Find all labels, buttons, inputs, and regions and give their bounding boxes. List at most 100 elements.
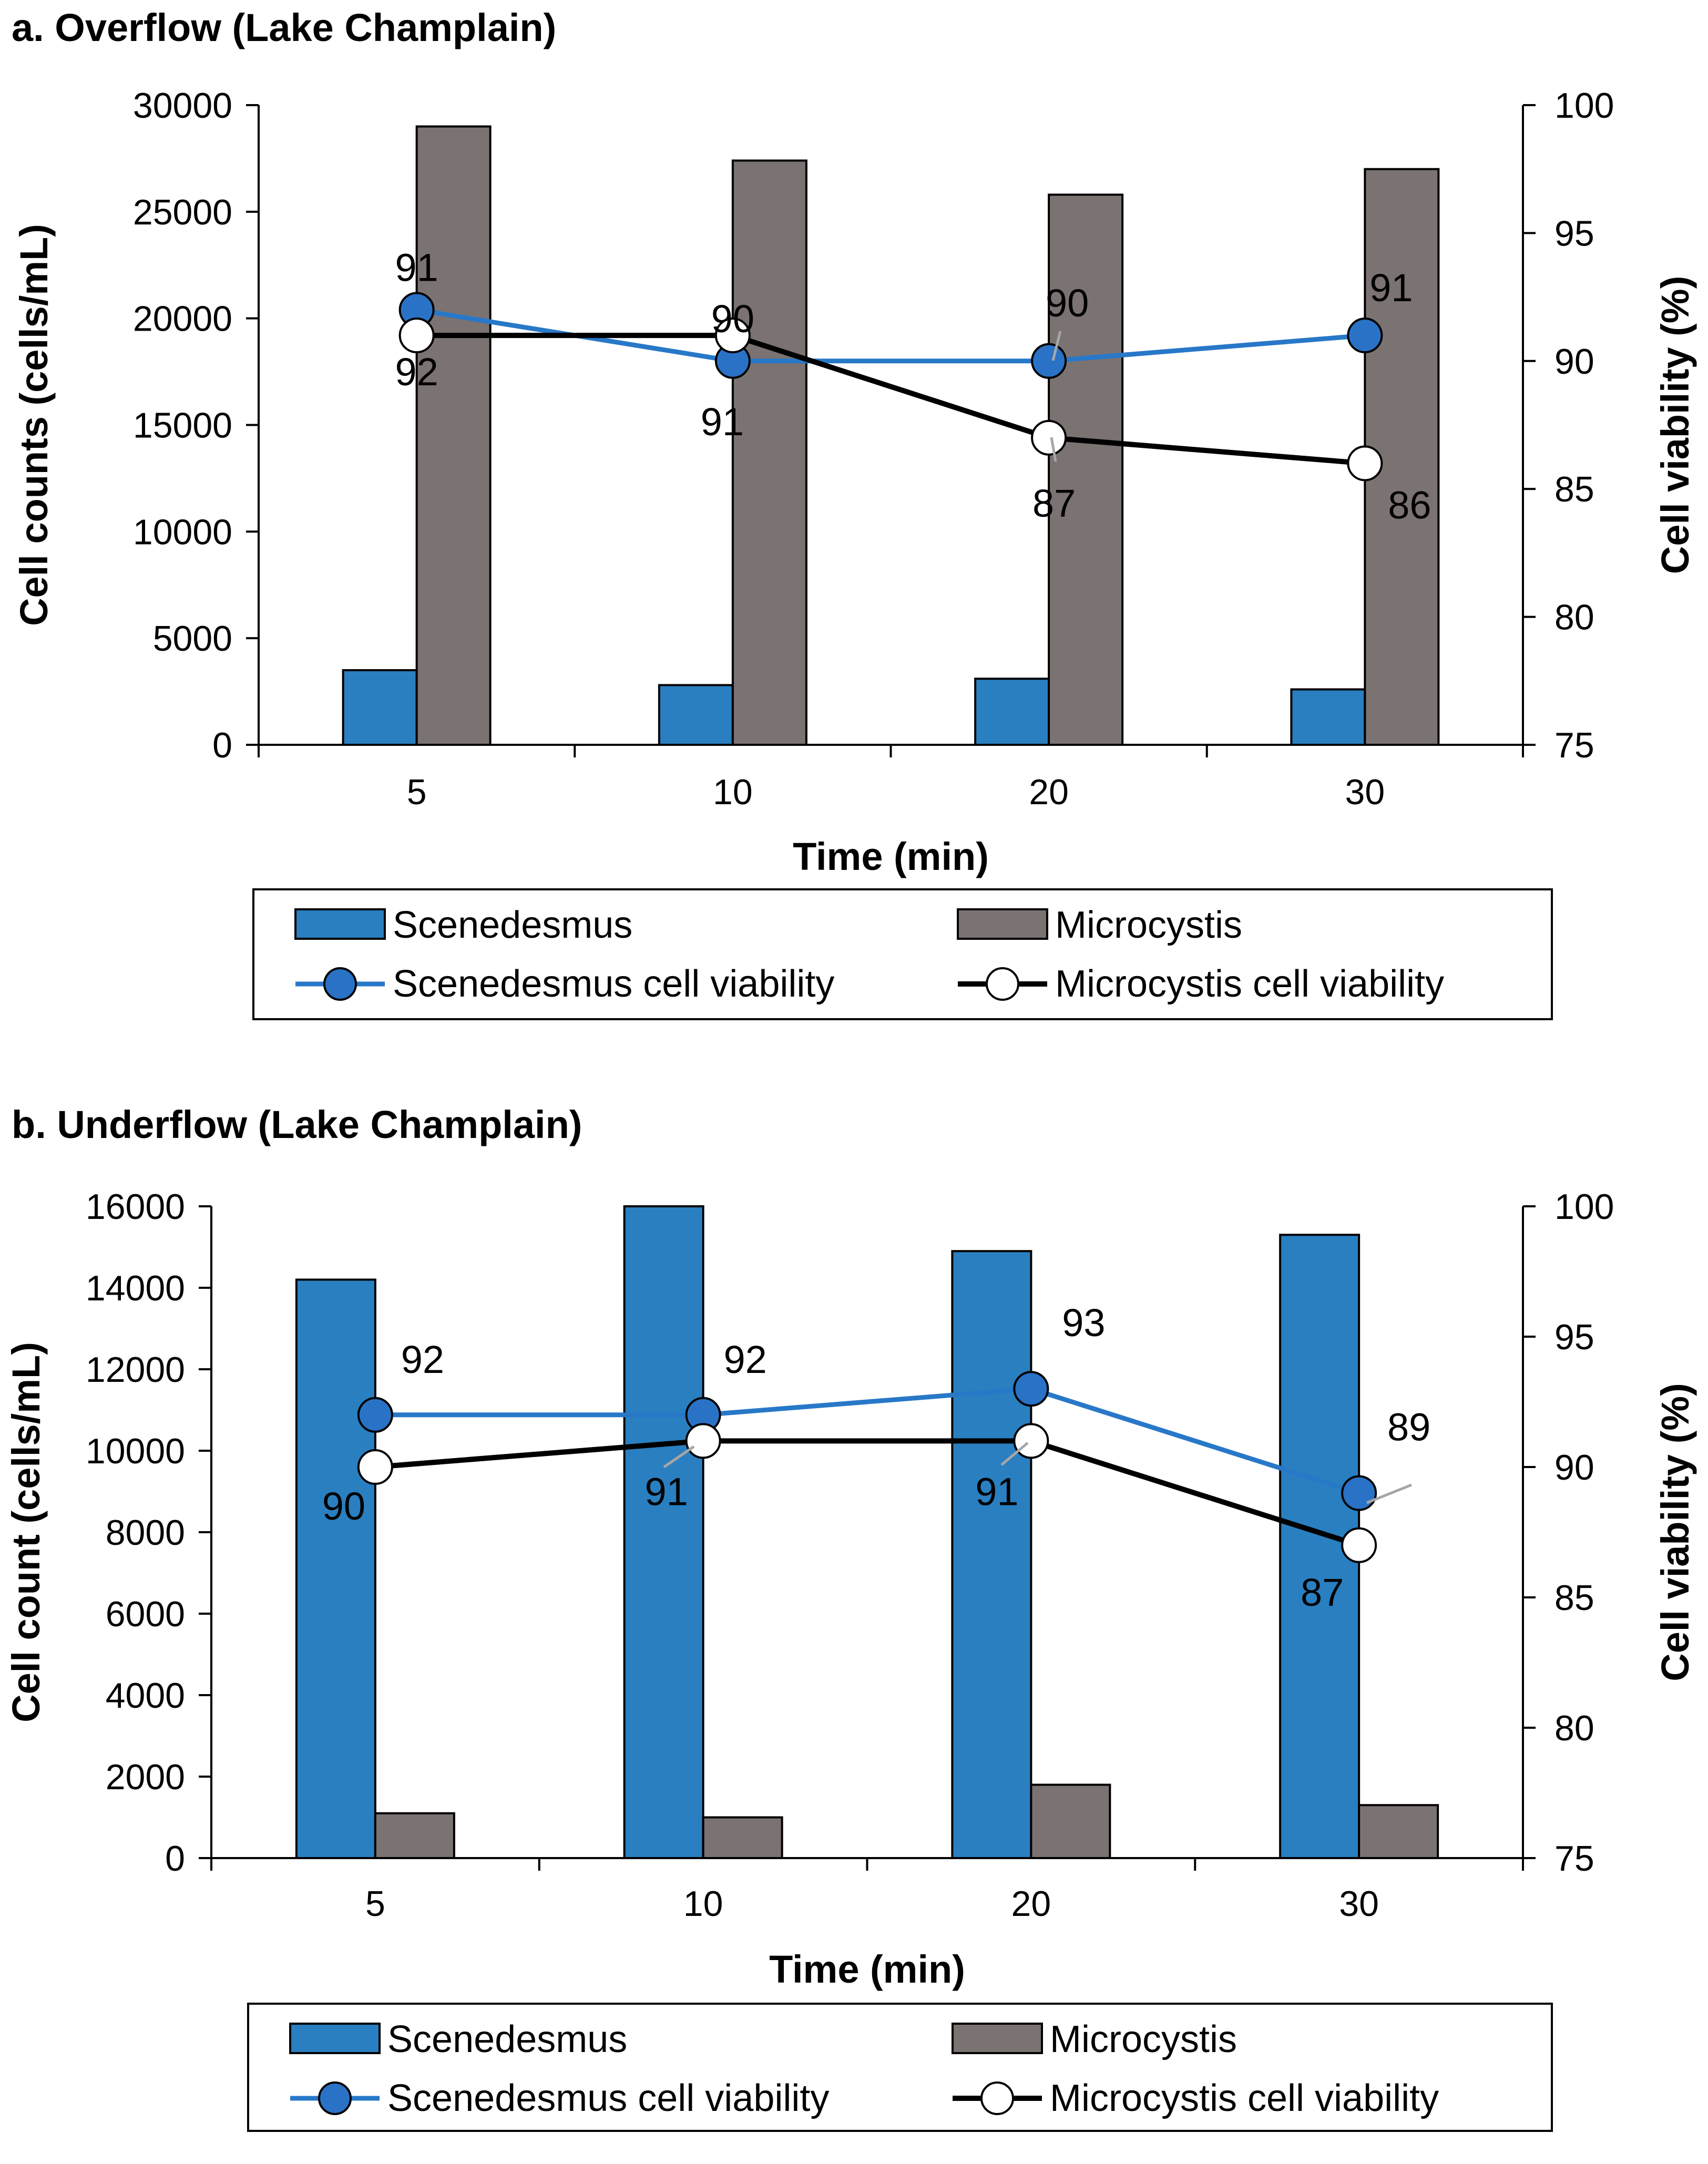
- y-tick-label: 10000: [86, 1431, 185, 1471]
- bar-scenedesmus-5: [295, 1278, 376, 1859]
- legend-swatch-scenedesmus: [289, 2023, 381, 2054]
- bar-scenedesmus-20: [974, 678, 1050, 746]
- data-label-scenedesmus-10: 90: [711, 297, 754, 341]
- y2-tick-label: 85: [1554, 1578, 1594, 1618]
- x-axis-title: Time (min): [793, 835, 989, 878]
- chart-title: b. Underflow (Lake Champlain): [12, 1103, 582, 1146]
- y-axis-title: Cell count (cells/mL): [4, 1342, 48, 1722]
- legend-label-scenedesmus-viability: Scenedesmus cell viability: [393, 963, 834, 1005]
- data-label-microcystis-5: 92: [395, 350, 438, 394]
- data-label-scenedesmus-20: 90: [1046, 281, 1089, 325]
- y-tick-label: 25000: [133, 192, 232, 232]
- data-label-leader: [663, 1445, 695, 1469]
- legend-label-scenedesmus-viability: Scenedesmus cell viability: [387, 2077, 829, 2119]
- point-microcystis-viability-5: [357, 1449, 393, 1485]
- data-label-leader: [1366, 1483, 1412, 1504]
- line-scenedesmus-viability: [375, 1386, 1360, 1495]
- x-tick-label: 10: [683, 1884, 723, 1924]
- y-tick-label: 12000: [86, 1350, 185, 1390]
- legend-box: [247, 2003, 1553, 2132]
- line-microcystis-viability: [416, 333, 1365, 466]
- point-microcystis-viability-10: [714, 317, 751, 354]
- point-scenedesmus-viability-30: [1347, 317, 1383, 354]
- y-tick-label: 8000: [106, 1513, 185, 1553]
- legend-swatch-microcystis-viability-marker: [986, 967, 1019, 1001]
- legend-label-microcystis-viability: Microcystis cell viability: [1055, 963, 1444, 1005]
- data-label-microcystis-20: 91: [975, 1470, 1018, 1513]
- y-tick-label: 16000: [86, 1187, 185, 1227]
- bar-scenedesmus-20: [951, 1250, 1032, 1859]
- bar-microcystis-20: [1048, 193, 1124, 746]
- point-microcystis-viability-20: [1013, 1423, 1049, 1459]
- y-tick-label: 5000: [153, 619, 232, 659]
- data-label-microcystis-30: 86: [1388, 484, 1431, 527]
- y-tick-label: 6000: [106, 1594, 185, 1634]
- point-microcystis-viability-30: [1347, 445, 1383, 481]
- y-tick-label: 10000: [133, 512, 232, 552]
- legend-swatch-scenedesmus-viability-marker: [318, 2081, 352, 2115]
- y-tick-label: 2000: [106, 1757, 185, 1797]
- y2-tick-label: 100: [1554, 86, 1614, 126]
- bar-microcystis-5: [374, 1812, 455, 1859]
- chart-title: a. Overflow (Lake Champlain): [12, 6, 556, 49]
- y-tick-label: 4000: [106, 1676, 185, 1716]
- x-axis-title: Time (min): [769, 1947, 965, 1991]
- y2-tick-label: 100: [1554, 1187, 1614, 1227]
- chart-panel-underflow: b. Underflow (Lake Champlain) 0 2000 4000 60…: [4, 1103, 1697, 2132]
- legend-swatch-scenedesmus-viability-marker: [323, 967, 357, 1001]
- data-label-microcystis-10: 91: [701, 400, 744, 444]
- y-tick-label: 0: [165, 1839, 185, 1879]
- data-label-scenedesmus-30: 89: [1387, 1406, 1430, 1449]
- y-tick-label: 30000: [133, 86, 232, 126]
- y-tick-label: 14000: [86, 1268, 185, 1308]
- data-label-microcystis-5: 90: [322, 1484, 365, 1528]
- bar-scenedesmus-30: [1290, 688, 1366, 746]
- point-scenedesmus-viability-20: [1013, 1371, 1049, 1407]
- legend-label-microcystis-viability: Microcystis cell viability: [1050, 2077, 1439, 2119]
- legend-box: [252, 888, 1553, 1020]
- point-scenedesmus-viability-5: [357, 1397, 393, 1433]
- y2-tick-label: 80: [1554, 1708, 1594, 1748]
- legend-swatch-microcystis: [952, 2023, 1043, 2054]
- data-label-scenedesmus-20: 93: [1062, 1301, 1105, 1345]
- x-tick-label: 10: [713, 772, 753, 812]
- y-tick-label: 20000: [133, 299, 232, 339]
- legend: Scenedesmus Microcystis Scenedesmus cell v…: [252, 888, 1553, 1020]
- data-label-leader: [1000, 1442, 1029, 1466]
- bar-microcystis-10: [731, 159, 807, 746]
- y2-tick-label: 90: [1554, 1448, 1594, 1488]
- y2-tick-label: 75: [1554, 725, 1594, 765]
- legend-label-microcystis: Microcystis: [1050, 2018, 1237, 2060]
- bar-microcystis-30: [1358, 1804, 1439, 1859]
- point-microcystis-viability-30: [1341, 1527, 1377, 1563]
- data-label-scenedesmus-30: 91: [1369, 266, 1413, 310]
- point-microcystis-viability-10: [685, 1423, 721, 1459]
- y2-tick-label: 75: [1554, 1839, 1594, 1879]
- x-tick-label: 30: [1345, 772, 1385, 812]
- y2-tick-label: 85: [1554, 469, 1594, 509]
- legend: Scenedesmus Microcystis Scenedesmus cell v…: [247, 2003, 1553, 2132]
- data-label-microcystis-30: 87: [1301, 1571, 1344, 1614]
- x-tick-label: 5: [407, 772, 427, 812]
- data-label-leader: [1050, 437, 1057, 462]
- point-microcystis-viability-5: [398, 317, 435, 354]
- bar-scenedesmus-10: [623, 1205, 704, 1859]
- data-label-scenedesmus-10: 92: [723, 1338, 766, 1381]
- legend-label-microcystis: Microcystis: [1055, 904, 1242, 946]
- y-axis-title: Cell counts (cells/mL): [12, 224, 56, 626]
- point-microcystis-viability-20: [1031, 419, 1067, 456]
- bar-scenedesmus-5: [342, 669, 418, 746]
- y2-tick-label: 95: [1554, 1317, 1594, 1357]
- bar-microcystis-20: [1030, 1783, 1111, 1859]
- x-tick-label: 5: [365, 1884, 385, 1924]
- legend-label-scenedesmus: Scenedesmus: [393, 904, 632, 946]
- chart-panel-overflow: a. Overflow (Lake Champlain) 0 5000 10000 15…: [12, 6, 1697, 1020]
- legend-swatch-scenedesmus: [294, 908, 386, 940]
- y-tick-label: 0: [212, 725, 232, 765]
- bar-microcystis-5: [415, 125, 492, 746]
- legend-label-scenedesmus: Scenedesmus: [387, 2018, 627, 2060]
- y2-axis-title: Cell viability (%): [1653, 1383, 1697, 1681]
- y2-tick-label: 80: [1554, 598, 1594, 638]
- x-tick-label: 20: [1029, 772, 1069, 812]
